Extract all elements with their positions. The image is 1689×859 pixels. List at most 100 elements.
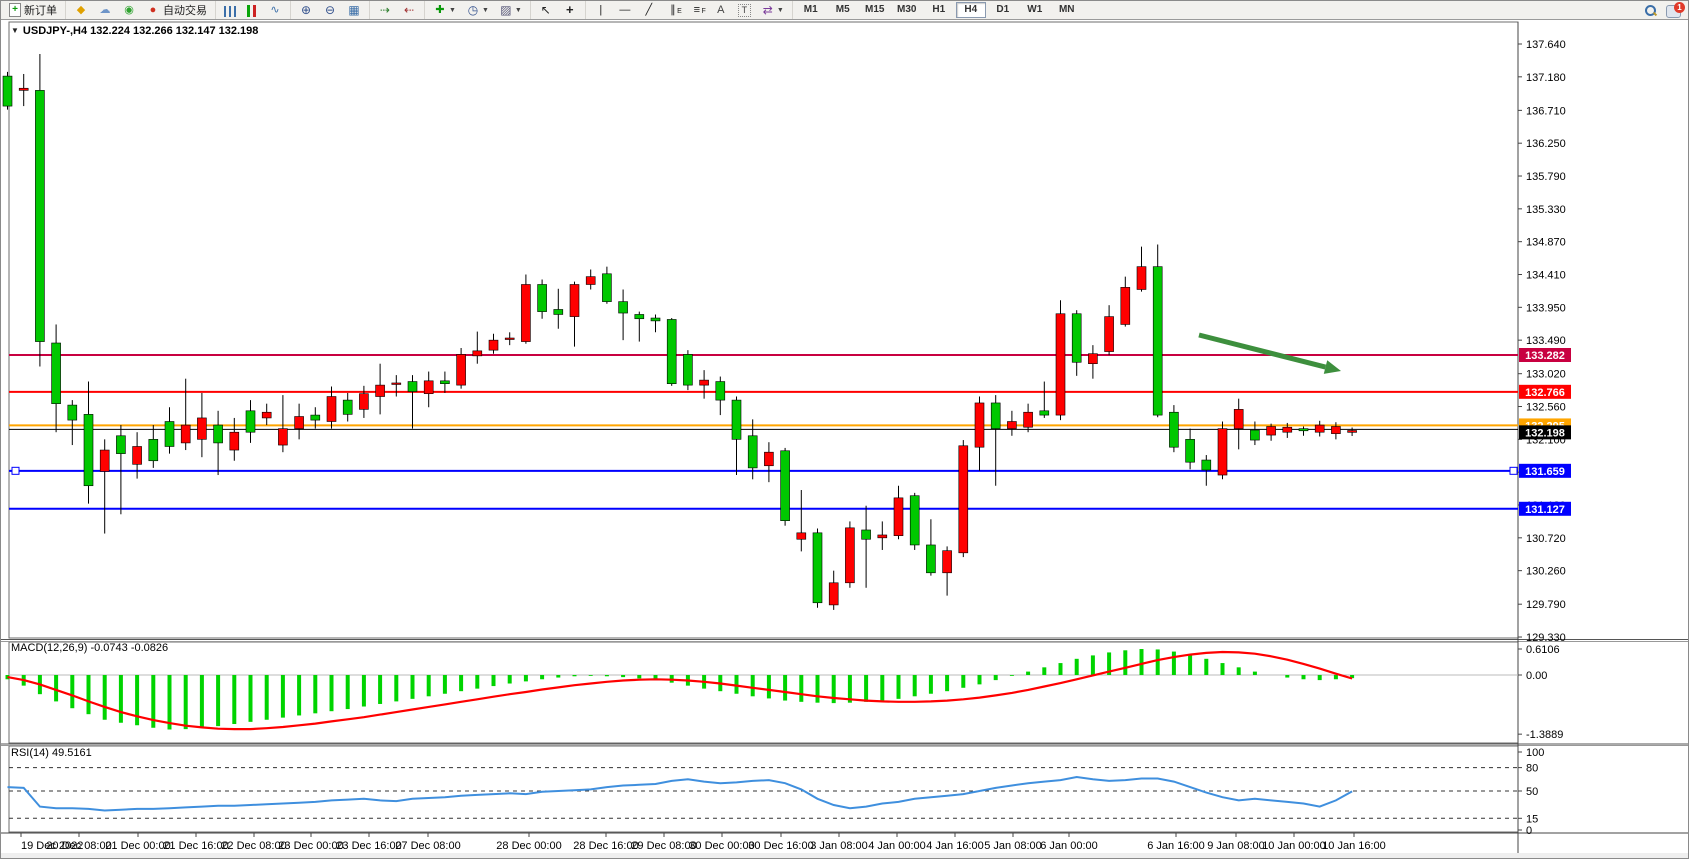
candle [974, 396, 985, 471]
bar-chart-button[interactable] [220, 1, 240, 19]
equidistant-channel-button[interactable] [662, 1, 684, 19]
selection-handle[interactable] [11, 466, 20, 475]
candle [440, 371, 450, 393]
timeframe-w1-button[interactable]: W1 [1027, 4, 1043, 15]
candle [99, 439, 110, 534]
new-order-button[interactable]: + 新订单 [5, 1, 61, 19]
quotes-button[interactable] [70, 1, 92, 19]
candle [245, 400, 256, 443]
timeframe-h4-button[interactable]: H4 [955, 2, 986, 18]
rsi-line [7, 775, 1353, 812]
search-icon [1644, 4, 1656, 16]
dropdown-arrow-icon[interactable]: ▼ [449, 6, 456, 14]
indicators-button[interactable]: ▼ [429, 1, 460, 19]
trend-arrow[interactable] [1198, 332, 1341, 374]
collapse-triangle-icon[interactable]: ▼ [11, 26, 19, 35]
candle [1347, 427, 1357, 436]
zoom-in-button[interactable] [295, 1, 317, 19]
candle [504, 332, 515, 346]
candle [229, 417, 240, 461]
zoom-out-button[interactable] [319, 1, 341, 19]
toolbar-group: + 新订单 [1, 1, 66, 19]
templates-button[interactable]: ▼ [495, 1, 526, 19]
candle [602, 266, 612, 304]
candle [164, 407, 175, 454]
vertical-line-button[interactable] [590, 1, 612, 19]
toolbar-group: 自动交易 [66, 1, 216, 19]
search-button[interactable] [1640, 1, 1660, 19]
timeframe-h1-button[interactable]: H1 [932, 4, 946, 15]
timeframe-d1-button[interactable]: D1 [996, 4, 1010, 15]
candle [1023, 403, 1033, 433]
candle [1298, 426, 1309, 436]
candle [310, 407, 321, 429]
hline-132.766[interactable]: 132.766 [9, 384, 1571, 399]
chartshift-icon [402, 3, 416, 17]
svg-text:133.950: 133.950 [1526, 302, 1566, 314]
selection-handle[interactable] [1509, 466, 1518, 475]
autotrading-icon [146, 3, 160, 17]
hline-133.282[interactable]: 133.282 [9, 347, 1571, 362]
arrows-icon [761, 3, 775, 17]
autotrading-button[interactable]: 自动交易 [142, 1, 211, 19]
dropdown-arrow-icon[interactable]: ▼ [514, 6, 522, 14]
periods-button[interactable]: ▼ [462, 1, 493, 19]
hline-131.127[interactable]: 131.127 [9, 501, 1571, 516]
candle [51, 324, 61, 433]
fibonacci-button[interactable] [686, 1, 708, 19]
tile-windows-button[interactable] [343, 1, 365, 19]
clock-icon [466, 3, 480, 17]
svg-text:130.720: 130.720 [1526, 533, 1566, 545]
candle [391, 375, 402, 397]
arrows-button[interactable]: ▼ [757, 1, 788, 19]
trendline-button[interactable] [638, 1, 660, 19]
candle [585, 269, 596, 290]
profile-button[interactable] [94, 1, 116, 19]
candlesticks-layer [2, 53, 1357, 610]
candle [877, 521, 888, 550]
hline-131.659[interactable]: 131.659 [9, 463, 1571, 478]
chart-title: ▼ USDJPY-,H4 132.224 132.266 132.147 132.… [11, 25, 258, 37]
svg-text:23 Dec 00:00: 23 Dec 00:00 [278, 840, 343, 852]
candle [375, 363, 385, 415]
notifications-button[interactable]: 1 [1662, 1, 1685, 19]
auto-scroll-button[interactable] [374, 1, 396, 19]
signals-button[interactable] [118, 1, 140, 19]
template-icon [499, 3, 513, 17]
line-chart-button[interactable] [264, 1, 286, 19]
rsi-indicator-label: RSI(14) 49.5161 [11, 747, 92, 759]
crosshair-button[interactable] [559, 1, 581, 19]
svg-text:80: 80 [1526, 763, 1538, 775]
text-button[interactable] [710, 1, 732, 19]
toolbar-group [531, 1, 586, 19]
svg-text:27 Dec 08:00: 27 Dec 08:00 [395, 840, 460, 852]
timeframe-m15-button[interactable]: M15 [865, 4, 885, 15]
svg-text:6 Jan 16:00: 6 Jan 16:00 [1147, 840, 1205, 852]
candle-chart-button[interactable] [242, 1, 262, 19]
svg-text:28 Dec 00:00: 28 Dec 00:00 [496, 840, 561, 852]
svg-text:15: 15 [1526, 813, 1538, 825]
horizontal-line-button[interactable] [614, 1, 636, 19]
cursor-button[interactable] [535, 1, 557, 19]
dropdown-arrow-icon[interactable]: ▼ [776, 6, 784, 14]
timeframe-m30-button[interactable]: M30 [897, 4, 917, 15]
macd-indicator-label: MACD(12,26,9) -0.0743 -0.0826 [11, 642, 169, 654]
chat-icon: 1 [1666, 1, 1685, 18]
svg-text:23 Dec 16:00: 23 Dec 16:00 [336, 840, 401, 852]
timeframe-mn-button[interactable]: MN [1058, 4, 1075, 15]
text-label-button[interactable] [734, 1, 755, 19]
candle [699, 370, 709, 399]
timeframe-m1-button[interactable]: M1 [803, 4, 818, 15]
svg-text:136.250: 136.250 [1526, 138, 1566, 150]
channel-icon [666, 3, 682, 19]
chart-shift-button[interactable] [398, 1, 420, 19]
candle [747, 419, 758, 480]
svg-text:6 Jan 00:00: 6 Jan 00:00 [1040, 840, 1098, 852]
timeframe-m5-button[interactable]: M5 [835, 4, 850, 15]
candle [488, 333, 499, 354]
dropdown-arrow-icon[interactable]: ▼ [481, 6, 489, 14]
candle [1314, 420, 1325, 437]
candle [1120, 276, 1131, 327]
linechart-icon [268, 3, 282, 17]
